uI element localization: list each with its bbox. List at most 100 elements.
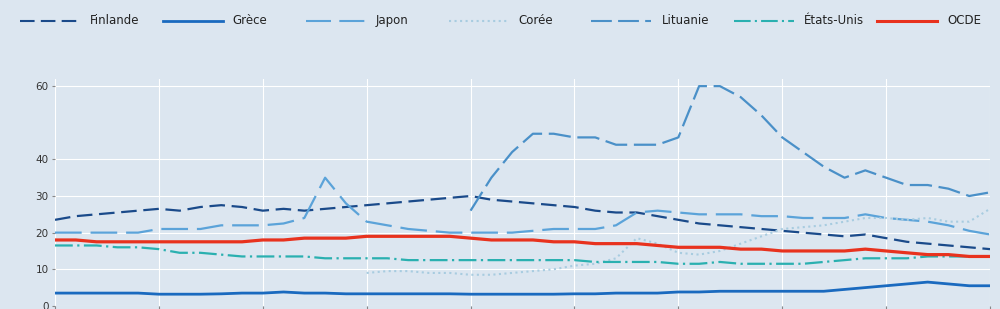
Lituanie bbox=[527, 132, 539, 136]
Corée bbox=[755, 235, 767, 238]
Grèce bbox=[589, 292, 601, 296]
Grèce bbox=[755, 290, 767, 293]
Grèce bbox=[132, 291, 144, 295]
Japon bbox=[963, 229, 975, 233]
Japon bbox=[506, 231, 518, 235]
OCDE bbox=[423, 235, 435, 238]
Finlande bbox=[610, 211, 622, 214]
Finlande bbox=[568, 205, 580, 209]
États-Unis bbox=[465, 258, 477, 262]
Corée bbox=[506, 271, 518, 275]
Grèce bbox=[818, 290, 830, 293]
Finlande bbox=[174, 209, 186, 213]
Corée bbox=[568, 264, 580, 268]
Lituanie bbox=[859, 168, 871, 172]
Corée bbox=[776, 227, 788, 231]
Grèce bbox=[859, 286, 871, 290]
Japon bbox=[901, 218, 913, 222]
États-Unis bbox=[174, 251, 186, 255]
Grèce bbox=[548, 292, 560, 296]
OCDE bbox=[631, 242, 643, 245]
Corée bbox=[610, 256, 622, 260]
Finlande bbox=[797, 231, 809, 235]
OCDE bbox=[735, 247, 747, 251]
Finlande bbox=[859, 233, 871, 236]
Text: OCDE: OCDE bbox=[947, 14, 981, 28]
Grèce bbox=[194, 292, 206, 296]
États-Unis bbox=[631, 260, 643, 264]
Corée bbox=[922, 216, 934, 220]
Grèce bbox=[153, 292, 165, 296]
Finlande bbox=[361, 203, 373, 207]
Line: États-Unis: États-Unis bbox=[55, 245, 990, 264]
États-Unis bbox=[444, 258, 456, 262]
Grèce bbox=[340, 292, 352, 296]
Finlande bbox=[111, 211, 123, 214]
Text: Finlande: Finlande bbox=[90, 14, 140, 28]
États-Unis bbox=[776, 262, 788, 266]
Japon bbox=[735, 213, 747, 216]
Grèce bbox=[91, 291, 103, 295]
Japon bbox=[589, 227, 601, 231]
États-Unis bbox=[797, 262, 809, 266]
Finlande bbox=[153, 207, 165, 211]
Corée bbox=[381, 269, 393, 273]
Japon bbox=[610, 223, 622, 227]
Corée bbox=[444, 271, 456, 275]
États-Unis bbox=[818, 260, 830, 264]
Corée bbox=[818, 223, 830, 227]
Lituanie bbox=[672, 136, 684, 139]
Finlande bbox=[485, 198, 497, 201]
OCDE bbox=[589, 242, 601, 245]
États-Unis bbox=[922, 255, 934, 258]
OCDE bbox=[839, 249, 851, 253]
Finlande bbox=[818, 233, 830, 236]
OCDE bbox=[340, 236, 352, 240]
Corée bbox=[714, 249, 726, 253]
Finlande bbox=[236, 205, 248, 209]
Japon bbox=[755, 214, 767, 218]
Finlande bbox=[402, 200, 414, 203]
Finlande bbox=[922, 242, 934, 245]
OCDE bbox=[194, 240, 206, 244]
OCDE bbox=[922, 253, 934, 256]
États-Unis bbox=[839, 258, 851, 262]
États-Unis bbox=[381, 256, 393, 260]
Grèce bbox=[111, 291, 123, 295]
Corée bbox=[693, 253, 705, 256]
États-Unis bbox=[672, 262, 684, 266]
OCDE bbox=[361, 235, 373, 238]
Corée bbox=[672, 251, 684, 255]
États-Unis bbox=[278, 255, 290, 258]
Grèce bbox=[278, 290, 290, 294]
Finlande bbox=[423, 198, 435, 201]
OCDE bbox=[111, 240, 123, 244]
Corée bbox=[527, 269, 539, 273]
Grèce bbox=[735, 290, 747, 293]
OCDE bbox=[132, 240, 144, 244]
Grèce bbox=[319, 291, 331, 295]
Grèce bbox=[215, 292, 227, 296]
Japon bbox=[652, 209, 664, 213]
Finlande bbox=[755, 227, 767, 231]
Lituanie bbox=[568, 136, 580, 139]
Corée bbox=[485, 273, 497, 277]
Finlande bbox=[381, 201, 393, 205]
Lituanie bbox=[755, 114, 767, 117]
Corée bbox=[901, 218, 913, 222]
Japon bbox=[319, 176, 331, 180]
États-Unis bbox=[153, 247, 165, 251]
Japon bbox=[485, 231, 497, 235]
Finlande bbox=[776, 229, 788, 233]
Lituanie bbox=[880, 176, 892, 180]
Line: Japon: Japon bbox=[55, 178, 990, 235]
États-Unis bbox=[49, 243, 61, 247]
OCDE bbox=[465, 236, 477, 240]
Finlande bbox=[652, 214, 664, 218]
États-Unis bbox=[610, 260, 622, 264]
Grèce bbox=[236, 291, 248, 295]
Lituanie bbox=[797, 150, 809, 154]
OCDE bbox=[568, 240, 580, 244]
États-Unis bbox=[485, 258, 497, 262]
Grèce bbox=[963, 284, 975, 288]
